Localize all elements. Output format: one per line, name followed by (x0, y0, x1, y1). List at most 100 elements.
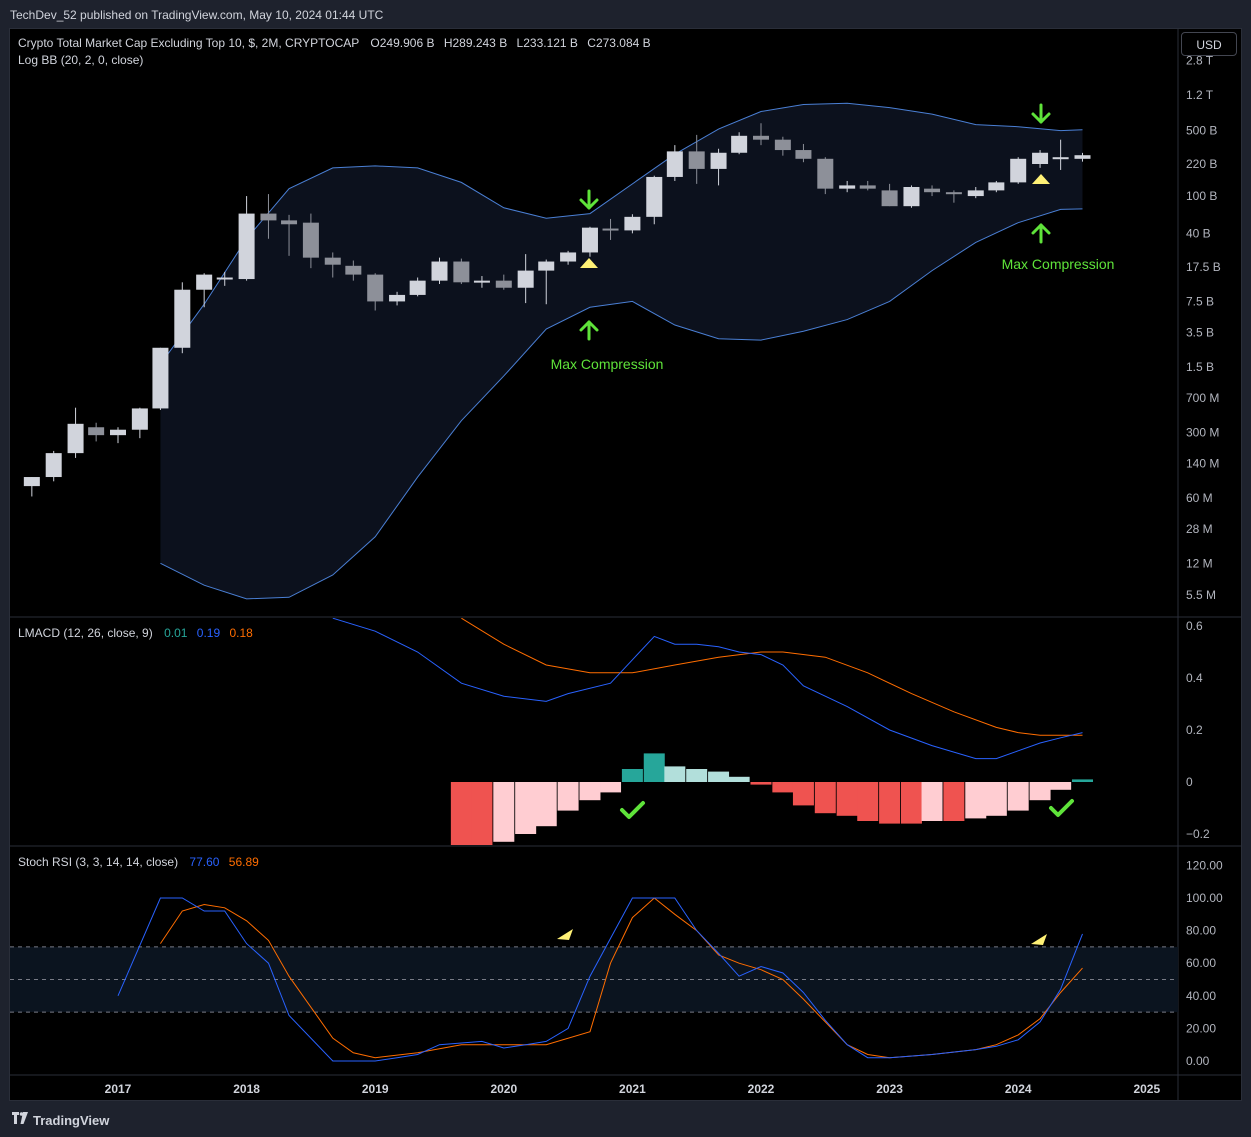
bollinger-upper-line (160, 102, 1083, 365)
arrow-up-icon (579, 320, 599, 341)
triangle-marker-icon (1032, 174, 1050, 184)
candle-body (581, 227, 598, 253)
candle (517, 254, 534, 304)
candle (560, 250, 577, 265)
candle (174, 282, 191, 354)
histogram-bar (1007, 782, 1029, 811)
tradingview-brand[interactable]: TradingView (33, 1113, 110, 1128)
candle-body (238, 213, 255, 280)
annotations: Max Compression Max Compression (551, 103, 1114, 945)
stoch-tick-label: 40.00 (1186, 989, 1216, 1003)
price-pane[interactable] (23, 102, 1091, 600)
time-tick-label: 2025 (1133, 1082, 1160, 1096)
candle-body (666, 151, 683, 177)
candle (345, 260, 362, 281)
ohlc-high: H289.243 B (444, 36, 507, 50)
price-tick-label: 2.8 T (1186, 54, 1214, 68)
histogram-bar (792, 782, 814, 806)
candle (216, 271, 233, 286)
lmacd-title: LMACD (12, 26, close, 9) (18, 626, 153, 640)
candle (731, 132, 748, 155)
candle (945, 190, 962, 203)
candle (924, 185, 941, 197)
candle (774, 136, 791, 156)
histogram-bar (836, 782, 858, 816)
histogram-bar (535, 782, 557, 827)
histogram-bar (493, 782, 515, 842)
histogram-bar (450, 782, 472, 845)
time-tick-label: 2022 (748, 1082, 775, 1096)
footer: TradingView (0, 1101, 1251, 1137)
stoch-title: Stoch RSI (3, 3, 14, 14, close) (18, 855, 178, 869)
histogram-bar (728, 776, 750, 782)
candle (710, 148, 727, 186)
candle (152, 347, 169, 410)
tradingview-logo-icon[interactable] (12, 1112, 28, 1126)
candle-body (67, 423, 84, 454)
candle-body (88, 427, 105, 436)
stoch-k-line (117, 897, 1083, 1062)
candle-body (517, 270, 534, 288)
stoch-k-value: 77.60 (189, 855, 219, 869)
histogram-bar (985, 782, 1007, 816)
candle-body (324, 257, 341, 265)
stoch-tick-label: 80.00 (1186, 924, 1216, 938)
stoch-rsi-pane[interactable] (10, 897, 1178, 1062)
candle-body (389, 294, 406, 302)
candle-body (859, 185, 876, 189)
candle-body (281, 220, 298, 225)
candle (389, 291, 406, 306)
histogram-bar (900, 782, 922, 824)
arrow-up-icon (1031, 223, 1051, 244)
candle-body (710, 152, 727, 169)
main-title: Crypto Total Market Cap Excluding Top 10… (18, 36, 359, 50)
flag-marker-icon (557, 929, 573, 940)
candle-body (560, 252, 577, 262)
macd-line (332, 618, 1083, 760)
candle-body (110, 429, 126, 436)
flag-marker-icon (1031, 934, 1047, 945)
candle (281, 214, 298, 256)
candle-body (839, 185, 856, 189)
arrow-head (1031, 112, 1051, 124)
candle-body (817, 158, 834, 189)
histogram-bar (686, 769, 708, 782)
candle (581, 226, 598, 257)
candle-body (45, 453, 62, 478)
candle-body (302, 222, 319, 258)
candle (839, 180, 856, 193)
time-tick-label: 2024 (1005, 1082, 1032, 1096)
histogram-bar (664, 766, 686, 782)
histogram-bar (921, 782, 943, 821)
candle-body (988, 182, 1005, 191)
histogram-bar (600, 782, 622, 793)
stoch-d-value: 56.89 (229, 855, 259, 869)
histogram-bar (515, 782, 537, 834)
candle-body (602, 228, 619, 231)
lmacd-pane[interactable] (332, 618, 1093, 847)
candle (988, 180, 1005, 193)
lmacd-tick-label: 0.2 (1186, 723, 1203, 737)
candle-body (881, 190, 898, 207)
ohlc-low: L233.121 B (517, 36, 578, 50)
candle (1052, 139, 1069, 170)
candle (967, 186, 984, 199)
candle (495, 274, 512, 290)
candle-body (903, 186, 920, 207)
candle-body (367, 274, 384, 302)
candle (688, 134, 705, 184)
candle-body (453, 261, 470, 283)
candle (67, 407, 84, 458)
candle (1010, 157, 1027, 184)
currency-button[interactable]: USD (1181, 32, 1237, 56)
candle-body (795, 150, 812, 159)
arrow-down-icon (1031, 103, 1051, 124)
candle-body (152, 347, 169, 409)
stoch-tick-label: 120.00 (1186, 858, 1223, 872)
max-compression-label: Max Compression (551, 356, 664, 372)
arrow-head (579, 198, 599, 210)
candle (23, 477, 40, 497)
candle (795, 143, 812, 163)
time-tick-label: 2019 (362, 1082, 389, 1096)
